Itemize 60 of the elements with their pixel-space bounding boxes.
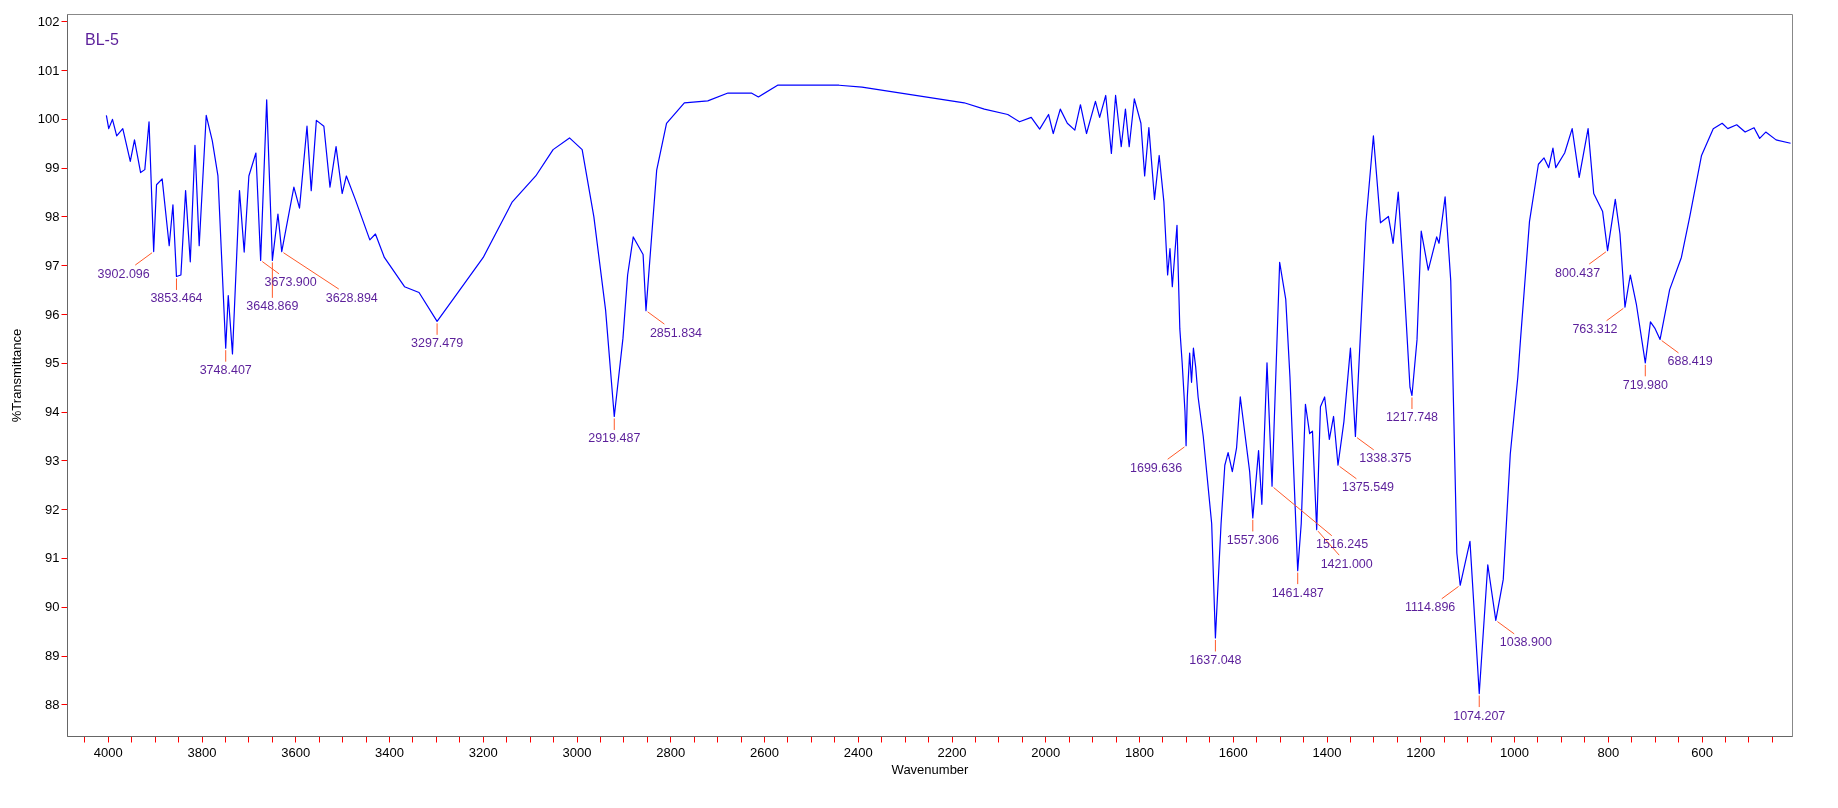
x-tick-label: 1200 [1406, 744, 1436, 760]
annotation: 2851.834 [649, 325, 703, 340]
text: BL-5 [85, 31, 119, 48]
x-tick-label: 3800 [187, 744, 217, 760]
annotation: 1516.245 [1315, 537, 1369, 552]
annotation: 3648.869 [246, 299, 299, 314]
annotation: 1338.375 [1359, 451, 1412, 466]
y-tick-label: 100 [37, 111, 60, 127]
x-tick-label: 2400 [843, 744, 873, 760]
annotation: 1114.896 [1405, 600, 1456, 615]
x-tick-label: 2200 [937, 744, 967, 760]
x-tick-label: 3600 [281, 744, 311, 760]
annotation: 1375.549 [1341, 480, 1395, 495]
x-tick-label: 1000 [1500, 744, 1529, 760]
x-tick-label: 1400 [1312, 744, 1342, 760]
x-tick-label: 800 [1597, 744, 1620, 760]
x-tick-label: 3200 [468, 744, 498, 760]
annotation: 1557.306 [1226, 532, 1279, 547]
y-tick-label: 91 [45, 550, 60, 566]
y-tick-label: 102 [37, 13, 60, 29]
y-tick-label: 96 [45, 306, 60, 322]
y-tick-label: 92 [45, 501, 60, 517]
y-tick-label: 88 [45, 696, 60, 712]
x-tick-label: 4000 [93, 744, 123, 760]
annotation: 763.312 [1572, 322, 1618, 337]
x-tick-label: 1800 [1125, 744, 1154, 760]
x-tick-label: 3000 [562, 744, 592, 760]
annotation: 1637.048 [1189, 652, 1242, 667]
annotation: 1421.000 [1320, 556, 1373, 571]
y-tick-label: 95 [45, 355, 60, 371]
annotation: 3748.407 [199, 363, 252, 378]
annotation: 1074.207 [1453, 708, 1506, 723]
y-tick-label: 97 [45, 257, 60, 273]
x-tick-label: 3400 [375, 744, 404, 760]
x-tick-label: 2600 [750, 744, 779, 760]
annotation: 3902.096 [97, 266, 150, 281]
x-tick-label: 1600 [1218, 744, 1248, 760]
y-tick-label: 99 [45, 160, 60, 176]
annotation: 719.980 [1622, 377, 1668, 392]
annotation: 3853.464 [150, 291, 203, 306]
y-axis-title: %Transmittance [8, 328, 24, 423]
x-tick-label: 600 [1691, 744, 1713, 760]
annotation: 688.419 [1667, 354, 1713, 369]
y-tick-label: 90 [45, 599, 60, 615]
annotation: 1038.900 [1499, 635, 1552, 650]
annotation: 1461.487 [1271, 585, 1324, 600]
x-tick-label: 2000 [1031, 744, 1061, 760]
annotation: 3628.894 [325, 290, 378, 305]
annotation: 800.437 [1554, 265, 1601, 280]
x-axis-title: Wavenumber [891, 761, 970, 777]
annotation: 2919.487 [588, 431, 641, 446]
y-tick-label: 94 [45, 404, 60, 420]
annotation: 1699.636 [1130, 460, 1183, 475]
x-tick-label: 2800 [656, 744, 686, 760]
y-tick-label: 89 [45, 648, 60, 664]
annotation: 3297.479 [411, 336, 464, 351]
y-tick-label: 93 [45, 452, 60, 468]
y-tick-label: 98 [45, 208, 60, 224]
annotation: 1217.748 [1385, 410, 1439, 425]
y-tick-label: 101 [37, 62, 60, 78]
